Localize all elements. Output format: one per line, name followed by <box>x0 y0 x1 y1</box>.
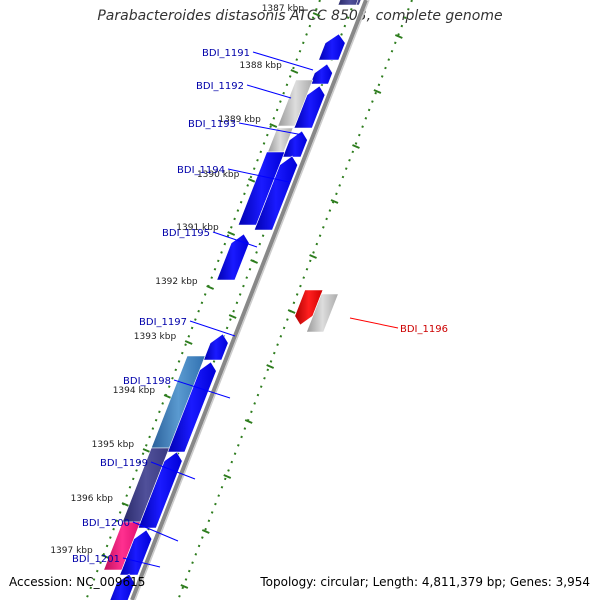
inner-track-tick <box>352 144 360 149</box>
ruler-label: 1395 kbp <box>92 440 135 450</box>
gene-cds <box>203 333 229 361</box>
ruler-label: 1389 kbp <box>218 115 261 125</box>
genome-backbone-shadow <box>134 0 370 600</box>
ruler-tick <box>269 123 278 128</box>
ruler-tick <box>101 554 110 559</box>
gene-label-connector <box>212 231 258 248</box>
gene-label: BDI_1194 <box>177 165 225 176</box>
ruler-tick <box>163 394 172 399</box>
inner-track-tick <box>373 89 382 94</box>
ruler-tick <box>121 502 130 507</box>
gene-label: BDI_1199 <box>100 458 148 469</box>
inner-track-tick <box>394 34 403 39</box>
map-title: Parabacteroides distasonis ATCC 8503, co… <box>97 8 503 24</box>
ruler-tick <box>206 285 215 290</box>
gene-label-connector <box>246 84 292 99</box>
ruler-label: 1394 kbp <box>113 386 156 396</box>
ruler-tick <box>184 340 193 345</box>
gene-cds <box>109 573 135 600</box>
ruler-tick <box>312 12 321 17</box>
inner-track-tick <box>244 419 253 424</box>
gene-pink-feature <box>103 521 141 571</box>
inner-track-tick <box>330 199 339 204</box>
gene-label: BDI_1193 <box>188 119 236 130</box>
gene-label: BDI_1201 <box>72 554 120 565</box>
gene-label-connector <box>238 122 304 136</box>
gene-label: BDI_1198 <box>123 376 171 387</box>
gene-label: BDI_1197 <box>139 317 187 328</box>
middle-track-tick <box>250 259 258 264</box>
ruler-label: 1388 kbp <box>239 61 282 71</box>
inner-track-tick <box>201 529 210 534</box>
gene-cds <box>237 151 286 226</box>
gene-label-connector <box>173 379 231 399</box>
inner-track-tick <box>287 309 296 314</box>
inner-track-tick <box>223 474 232 479</box>
inner-track-tick <box>266 364 275 369</box>
gene-label-connector <box>132 521 179 542</box>
ruler-label: 1396 kbp <box>71 494 114 504</box>
gene-label: BDI_1192 <box>196 81 244 92</box>
gene-label-connector <box>189 320 236 337</box>
inner-track-tick <box>180 584 189 589</box>
gene-label: BDI_1200 <box>82 518 130 529</box>
ruler-tick <box>290 69 299 74</box>
gene-cds <box>318 33 346 61</box>
ruler-label: 1393 kbp <box>134 332 177 342</box>
gene-label-connector <box>349 317 399 329</box>
gene-label-connector <box>252 51 314 71</box>
ruler-label: 1397 kbp <box>50 546 93 556</box>
gene-cds <box>216 233 250 281</box>
gene-label: BDI_1191 <box>202 48 250 59</box>
ruler-tick <box>247 178 256 183</box>
gene-label-connector <box>122 557 161 568</box>
ruler-tick <box>142 448 151 453</box>
gene-label-connector <box>150 461 196 480</box>
gene-label-connector <box>227 168 290 183</box>
gene-cds <box>337 0 359 6</box>
ruler-label: 1390 kbp <box>197 170 240 180</box>
gene-label: BDI_1195 <box>162 228 210 239</box>
ruler-label: 1392 kbp <box>155 277 198 287</box>
gene-cds <box>282 130 308 158</box>
middle-track-tick <box>228 314 237 319</box>
ruler-label: 1387 kbp <box>262 4 305 14</box>
topology-text: Topology: circular; Length: 4,811,379 bp… <box>260 575 590 589</box>
ruler-label: 1391 kbp <box>176 223 219 233</box>
gene-label: BDI_1196 <box>400 324 448 335</box>
gene-cds <box>309 63 333 85</box>
accession-text: Accession: NC_009615 <box>9 575 146 589</box>
inner-track-tick <box>309 254 317 259</box>
ruler-tick <box>227 231 236 236</box>
genome-backbone <box>130 0 368 600</box>
gene-highlight <box>294 289 324 326</box>
gene-grey-feature <box>277 79 314 127</box>
gene-grey-feature <box>306 293 339 333</box>
